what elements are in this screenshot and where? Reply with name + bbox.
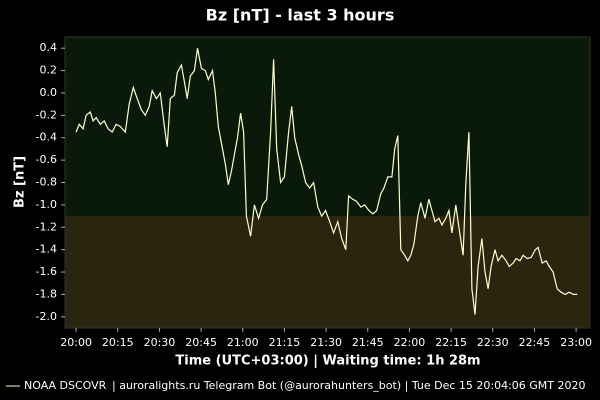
y-tick-label: -0.4 xyxy=(36,131,57,144)
x-axis-label: Time (UTC+03:00) | Waiting time: 1h 28m xyxy=(175,354,480,369)
y-tick-label: -0.6 xyxy=(36,153,57,166)
x-tick-label: 20:45 xyxy=(185,336,217,349)
y-tick-label: -1.4 xyxy=(36,243,57,256)
y-tick-label: -2.0 xyxy=(36,310,57,323)
x-tick-label: 21:45 xyxy=(352,336,384,349)
x-tick-label: 21:00 xyxy=(227,336,259,349)
x-tick-label: 22:00 xyxy=(394,336,426,349)
y-tick-label: 0.2 xyxy=(40,64,58,77)
x-tick-label: 20:30 xyxy=(144,336,176,349)
y-tick-label: 0.4 xyxy=(40,41,58,54)
legend-label: NOAA DSCOVR xyxy=(24,379,107,392)
footer: | auroralights.ru Telegram Bot (@aurorah… xyxy=(112,379,586,392)
y-tick-label: -1.2 xyxy=(36,220,57,233)
y-tick-label: -0.8 xyxy=(36,176,57,189)
band xyxy=(65,216,590,328)
x-tick-label: 22:15 xyxy=(435,336,467,349)
x-tick-label: 23:00 xyxy=(560,336,592,349)
y-tick-label: -1.6 xyxy=(36,265,57,278)
x-tick-label: 20:00 xyxy=(60,336,92,349)
y-tick-label: 0.0 xyxy=(40,86,58,99)
data-line xyxy=(75,48,578,315)
x-tick-label: 21:30 xyxy=(310,336,342,349)
chart-title: Bz [nT] - last 3 hours xyxy=(206,6,395,25)
y-axis-label: Bz [nT] xyxy=(13,156,28,208)
x-tick-label: 21:15 xyxy=(269,336,301,349)
y-tick-label: -1.0 xyxy=(36,198,57,211)
y-tick-label: -1.8 xyxy=(36,287,57,300)
x-tick-label: 22:45 xyxy=(519,336,551,349)
band xyxy=(65,37,590,217)
x-tick-label: 22:30 xyxy=(477,336,509,349)
y-tick-label: -0.2 xyxy=(36,108,57,121)
x-tick-label: 20:15 xyxy=(102,336,134,349)
